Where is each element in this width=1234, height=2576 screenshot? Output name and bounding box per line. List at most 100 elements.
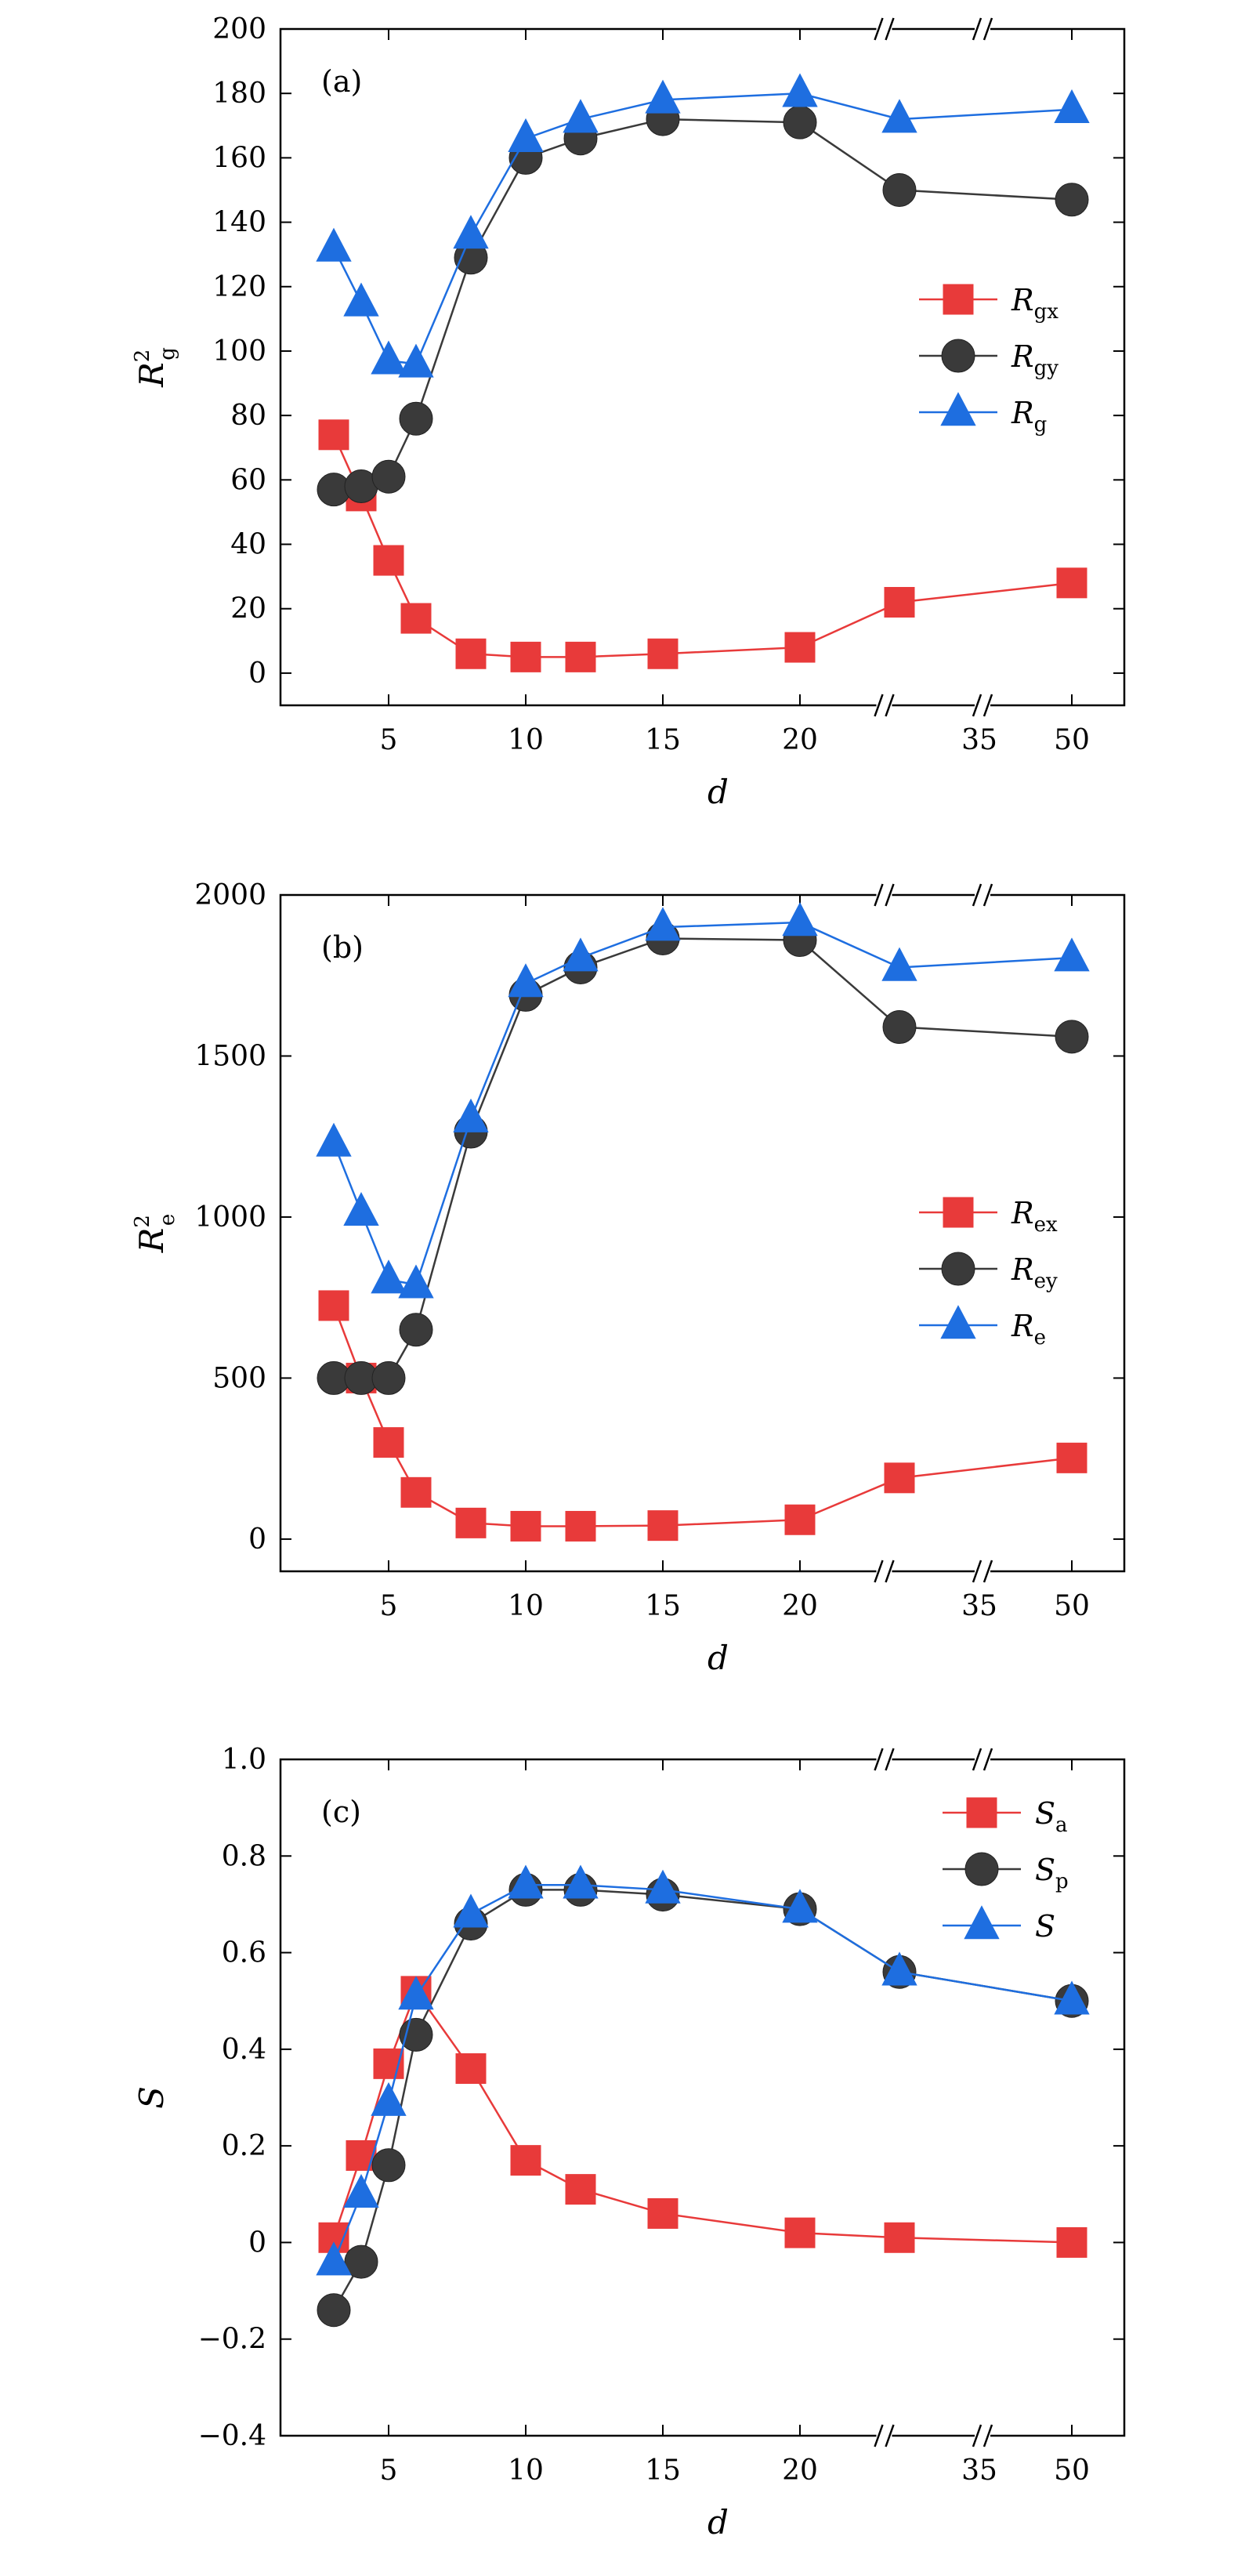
legend-label-base: R: [1011, 1309, 1034, 1343]
y-tick-label: 0.6: [222, 1937, 266, 1969]
legend-label: Sp: [1035, 1853, 1069, 1893]
series-Sa: [318, 1976, 1087, 2258]
data-point: [565, 2174, 596, 2205]
axis-break-slash: [874, 1748, 884, 1771]
data-point: [508, 118, 544, 152]
series-Rgx: [318, 419, 1087, 672]
legend-label-sub: ex: [1034, 1213, 1058, 1237]
y-tick-label: 200: [212, 13, 266, 45]
y-tick-label: 0: [248, 1523, 266, 1556]
axis-break-bottom: [972, 1560, 993, 1583]
y-tick-label: 40: [230, 529, 266, 561]
legend-label-sub: a: [1055, 1813, 1068, 1837]
x-axis-label: d: [707, 1639, 729, 1677]
data-point: [508, 963, 544, 998]
axis-break-slash: [982, 1748, 993, 1771]
data-point: [344, 2244, 378, 2279]
legend-label-base: R: [1011, 1196, 1034, 1230]
axis-break-slash: [982, 1560, 993, 1583]
axis-break-top: [972, 17, 993, 41]
data-point: [371, 459, 406, 494]
data-point: [884, 2222, 915, 2253]
data-point: [565, 641, 596, 672]
legend-label-base: R: [1011, 339, 1034, 374]
data-point: [1055, 183, 1089, 217]
axis-break-slash: [885, 883, 895, 907]
legend-label-base: S: [1035, 1909, 1055, 1944]
x-tick-label: 15: [645, 1590, 681, 1622]
data-point: [455, 638, 487, 669]
data-point: [398, 1264, 434, 1299]
series-Re: [316, 902, 1090, 1299]
data-point: [510, 641, 541, 672]
y-tick-label: 60: [230, 464, 266, 496]
y-tick-label: 2000: [194, 879, 266, 911]
legend-marker: [964, 1852, 999, 1886]
x-tick-label: 15: [645, 724, 681, 756]
axis-break-bottom: [972, 2424, 993, 2447]
legend-label-sub: e: [1034, 1326, 1046, 1350]
legend-label: Sa: [1035, 1796, 1068, 1837]
data-point: [455, 1507, 487, 1538]
data-point: [510, 1510, 541, 1542]
y-axis-label-sup: 2: [131, 1215, 154, 1228]
legend-label: Rgy: [1011, 339, 1058, 380]
y-tick-label: −0.2: [198, 2324, 266, 2356]
data-point: [1056, 1442, 1087, 1473]
axis-break-bottom: [874, 2424, 895, 2447]
data-point: [645, 79, 681, 114]
data-point: [399, 401, 433, 436]
y-axis-label-sup: 2: [131, 350, 154, 363]
panel-label: (c): [321, 1795, 361, 1829]
y-axis-label: R2g: [131, 347, 179, 388]
data-point: [343, 2173, 379, 2208]
data-point: [400, 603, 432, 634]
legend-label-sub: gx: [1034, 300, 1059, 324]
y-tick-label: 0: [248, 658, 266, 690]
axis-break-bottom: [972, 694, 993, 717]
data-point: [881, 947, 917, 981]
x-tick-label: 20: [782, 724, 818, 756]
data-point: [317, 2293, 351, 2328]
axis-break-slash: [874, 2424, 884, 2447]
series-Rey: [317, 921, 1089, 1395]
y-tick-label: −0.4: [198, 2420, 266, 2452]
y-tick-label: 80: [230, 400, 266, 432]
data-point: [647, 2197, 679, 2229]
data-point: [373, 1427, 404, 1458]
data-point: [784, 632, 816, 663]
x-tick-label: 50: [1054, 724, 1090, 756]
panel-label: (b): [321, 930, 364, 965]
series-Rex: [318, 1290, 1087, 1542]
legend-label-base: R: [1011, 396, 1034, 430]
series-line: [332, 92, 1073, 365]
data-point: [565, 1510, 596, 1542]
plot-frame: [279, 1758, 1126, 2437]
legend-label: Rex: [1011, 1196, 1058, 1237]
data-point: [508, 1864, 544, 1899]
legend-label-base: S: [1035, 1796, 1055, 1831]
data-point: [881, 1951, 917, 1986]
y-axis-label-sub: g: [156, 347, 179, 360]
axis-break-slash: [972, 2424, 982, 2447]
data-point: [400, 1476, 432, 1508]
legend-label-base: R: [1011, 283, 1034, 317]
data-point: [343, 1191, 379, 1226]
data-point: [399, 1313, 433, 1347]
x-tick-label: 5: [380, 2455, 398, 2487]
x-axis-label: d: [707, 2503, 729, 2542]
data-point: [371, 2148, 406, 2183]
data-point: [399, 2017, 433, 2052]
data-point: [1054, 1980, 1090, 2015]
data-point: [784, 2217, 816, 2248]
axis-break-slash: [972, 1560, 982, 1583]
data-point: [371, 1360, 406, 1395]
y-axis-label: R2e: [131, 1214, 179, 1254]
series-Rg: [316, 73, 1090, 378]
axis-break-top: [972, 1748, 993, 1771]
data-point: [647, 1510, 679, 1542]
legend-marker: [941, 339, 975, 373]
axis-break-bottom: [874, 694, 895, 717]
